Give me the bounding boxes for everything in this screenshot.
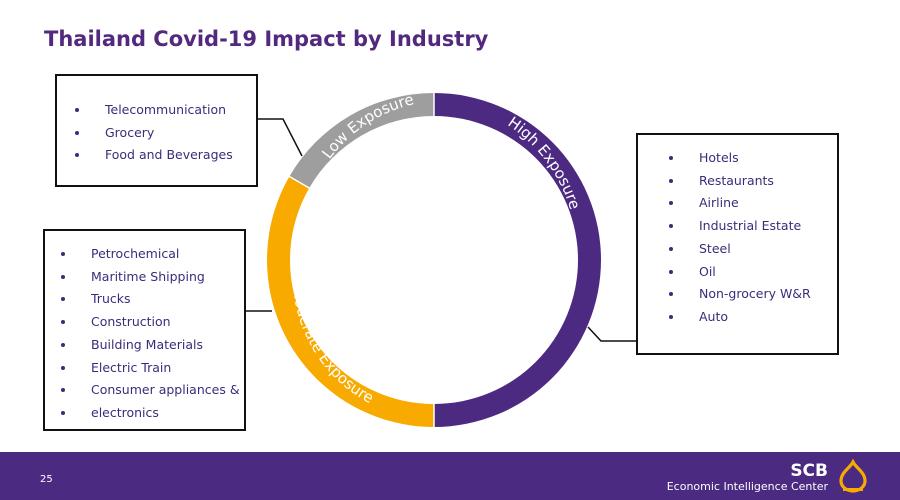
high-exposure-item: Non-grocery W&R — [667, 283, 837, 306]
connector-high — [587, 326, 636, 342]
high-exposure-item: Airline — [667, 192, 837, 215]
high-exposure-item: Steel — [667, 238, 837, 261]
svg-text:Low Exposure: Low Exposure — [318, 90, 415, 162]
moderate-exposure-segment — [267, 176, 434, 427]
page-title: Thailand Covid-19 Impact by Industry — [44, 27, 489, 51]
high-exposure-item: Restaurants — [667, 170, 837, 193]
high-exposure-item: Industrial Estate — [667, 215, 837, 238]
low-exposure-item: Telecommunication — [73, 99, 256, 122]
scb-logo-icon — [839, 459, 867, 493]
footer-bar: 25 SCB Economic Intelligence Center — [0, 452, 900, 500]
high-exposure-label: High Exposure — [505, 113, 584, 211]
exposure-donut: Low Exposure High Exposure Moderate Expo… — [246, 90, 636, 427]
moderate-exposure-item: Trucks — [59, 288, 244, 311]
high-exposure-segment — [434, 93, 601, 427]
moderate-exposure-item: Construction — [59, 311, 244, 334]
low-exposure-list: Telecommunication Grocery Food and Beverag… — [73, 99, 256, 167]
svg-text:High Exposure: High Exposure — [505, 113, 584, 211]
low-exposure-item: Grocery — [73, 122, 256, 145]
high-exposure-item: Hotels — [667, 147, 837, 170]
connector-low — [258, 118, 303, 157]
high-exposure-item: Auto — [667, 306, 837, 329]
moderate-exposure-list: Petrochemical Maritime Shipping Trucks Cons… — [59, 243, 244, 425]
low-exposure-item: Food and Beverages — [73, 144, 256, 167]
high-exposure-box: Hotels Restaurants Airline Industrial Estat… — [636, 133, 839, 355]
high-exposure-list: Hotels Restaurants Airline Industrial Estat… — [667, 147, 837, 329]
low-exposure-segment — [289, 93, 434, 188]
moderate-exposure-item: Electric Train — [59, 357, 244, 380]
low-exposure-box: Telecommunication Grocery Food and Beverag… — [55, 74, 258, 187]
high-exposure-item: Oil — [667, 261, 837, 284]
moderate-exposure-box: Petrochemical Maritime Shipping Trucks Cons… — [43, 229, 246, 431]
brand: SCB Economic Intelligence Center — [667, 462, 828, 494]
moderate-exposure-item: Building Materials — [59, 334, 244, 357]
brand-subtitle: Economic Intelligence Center — [666, 480, 828, 493]
page-number: 25 — [40, 474, 53, 485]
brand-name: SCB — [790, 461, 828, 481]
low-exposure-label: Low Exposure — [318, 90, 415, 162]
moderate-exposure-item: Maritime Shipping — [59, 266, 244, 289]
moderate-exposure-item: Petrochemical — [59, 243, 244, 266]
moderate-exposure-item: Consumer appliances & — [59, 379, 244, 402]
moderate-exposure-item: electronics — [59, 402, 244, 425]
